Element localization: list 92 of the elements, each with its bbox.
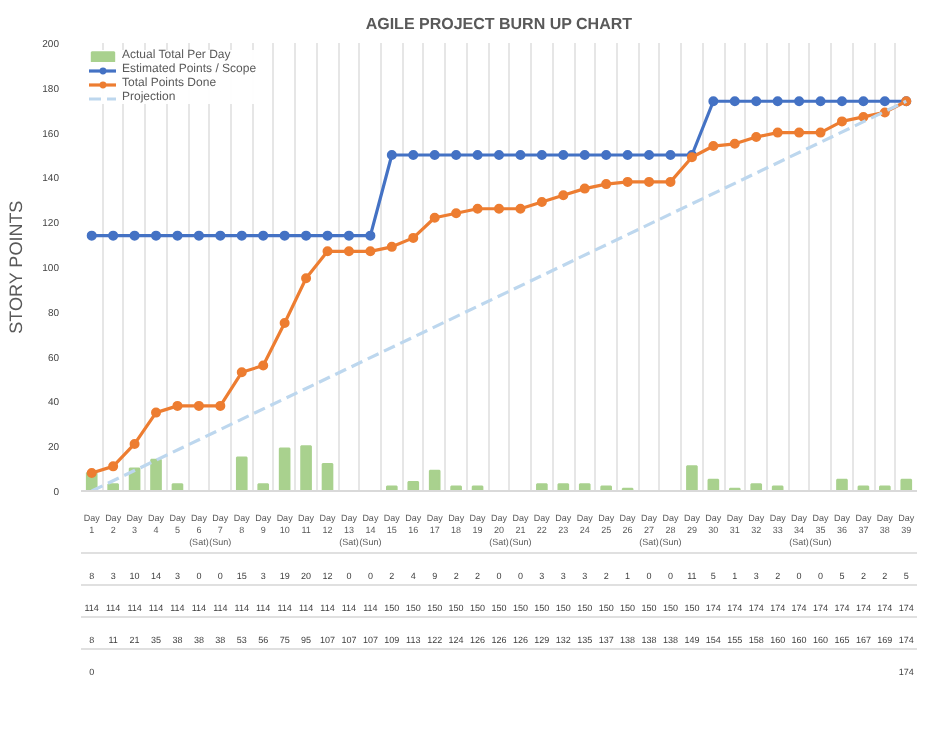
- point: [129, 230, 140, 241]
- point: [815, 127, 826, 138]
- point: [558, 190, 569, 201]
- point: [279, 230, 290, 241]
- point: [536, 150, 547, 160]
- bar: [150, 458, 162, 491]
- point: [215, 230, 226, 241]
- bar: [407, 481, 420, 491]
- point: [451, 208, 462, 219]
- point: [879, 96, 890, 107]
- point: [472, 150, 483, 160]
- point: [429, 150, 440, 160]
- bar: [321, 463, 334, 491]
- bar: [107, 483, 119, 491]
- point: [408, 150, 419, 160]
- point: [151, 407, 162, 418]
- point: [579, 183, 590, 194]
- point: [129, 438, 140, 449]
- point: [365, 230, 376, 241]
- point: [751, 96, 762, 107]
- point: [536, 197, 547, 208]
- point: [322, 246, 333, 257]
- point: [322, 230, 333, 241]
- bar: [428, 469, 441, 491]
- point: [172, 230, 183, 241]
- point: [558, 150, 569, 160]
- point: [815, 96, 826, 107]
- point: [644, 150, 655, 160]
- point: [86, 468, 97, 479]
- point: [215, 400, 226, 411]
- bar: [557, 483, 570, 491]
- point: [858, 96, 869, 107]
- bar: [900, 478, 913, 491]
- point: [365, 246, 376, 257]
- point: [258, 360, 269, 371]
- chart-title: AGILE PROJECT BURN UP CHART: [365, 15, 633, 33]
- point: [794, 127, 805, 138]
- point: [108, 230, 119, 241]
- bar: [235, 456, 248, 491]
- point: [343, 230, 354, 241]
- point: [236, 367, 247, 378]
- point: [515, 203, 526, 214]
- point: [108, 461, 119, 472]
- point: [601, 150, 612, 160]
- point: [429, 212, 440, 223]
- point: [622, 150, 633, 160]
- bar: [750, 483, 763, 491]
- point: [515, 150, 526, 160]
- point: [772, 127, 783, 138]
- point: [494, 203, 504, 214]
- point: [301, 273, 312, 284]
- point: [386, 150, 397, 160]
- point: [172, 400, 183, 411]
- point: [836, 116, 847, 127]
- bar: [686, 465, 698, 491]
- point: [858, 111, 869, 122]
- point: [729, 138, 740, 149]
- point: [451, 150, 462, 160]
- point: [279, 318, 290, 328]
- point: [408, 232, 419, 243]
- point: [193, 400, 204, 411]
- point: [708, 96, 719, 107]
- y-axis-title: STORY POINTS: [6, 200, 27, 334]
- point: [665, 150, 676, 160]
- bar: [171, 483, 184, 491]
- point: [151, 230, 162, 241]
- point: [751, 132, 762, 143]
- point: [836, 96, 847, 107]
- point: [772, 96, 783, 107]
- point: [644, 176, 655, 187]
- bar: [836, 478, 848, 491]
- point: [579, 150, 590, 160]
- point: [258, 230, 269, 241]
- point: [472, 203, 483, 214]
- point: [343, 246, 354, 257]
- bar: [278, 447, 291, 491]
- point: [622, 176, 633, 187]
- point: [386, 241, 397, 252]
- bar: [578, 483, 591, 491]
- point: [601, 179, 612, 190]
- point: [86, 230, 97, 241]
- point: [494, 150, 504, 160]
- point: [236, 230, 247, 241]
- point: [708, 141, 719, 152]
- point: [729, 96, 740, 107]
- point: [193, 230, 204, 241]
- bar: [300, 445, 312, 491]
- point: [665, 176, 676, 187]
- point: [301, 230, 312, 241]
- bar: [536, 483, 548, 491]
- point: [794, 96, 805, 107]
- bar: [257, 483, 270, 491]
